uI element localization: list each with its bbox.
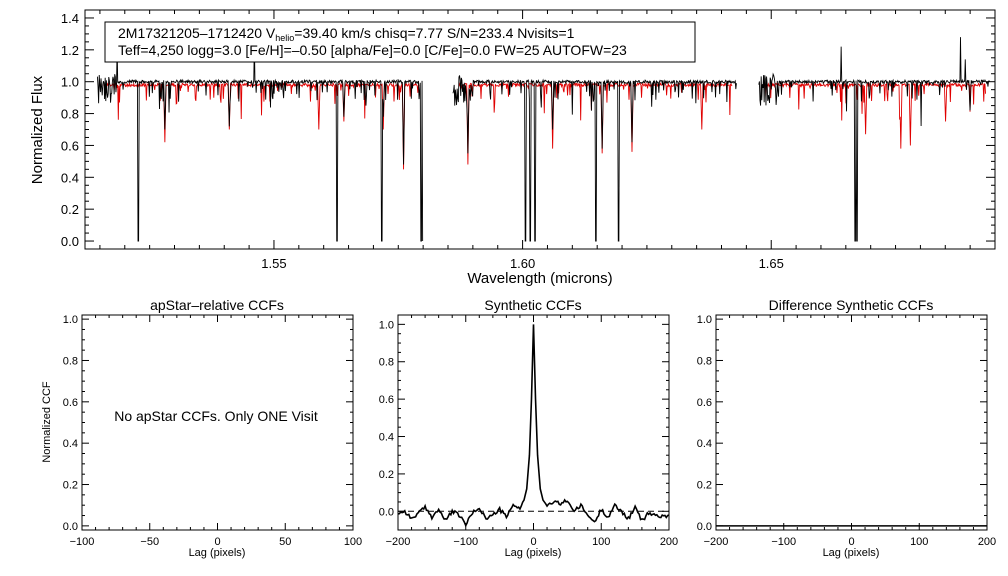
ccf-ytick-label: 0.4 bbox=[697, 438, 712, 450]
ccf-xtick-label: −50 bbox=[140, 536, 159, 548]
spectrum-ytick-label: 0.6 bbox=[61, 138, 79, 153]
ccf-ytick-label: 0.4 bbox=[379, 432, 394, 444]
spectrum-ytick-label: 0.8 bbox=[61, 107, 79, 122]
ccf-xtick-label: −200 bbox=[704, 536, 729, 548]
ccf-ytick-label: 0.6 bbox=[63, 397, 78, 409]
model-spectrum-segment bbox=[103, 81, 420, 170]
ccf-xtick-label: 0 bbox=[214, 536, 220, 548]
ccf-ytick-label: 1.0 bbox=[379, 319, 394, 331]
ccf-apstar-ticks: 0.0 0.2 0.4 0.6 0.8 1.0 −100 −50 0 50 100 bbox=[63, 314, 362, 548]
ccf-ytick-label: 0.4 bbox=[63, 438, 78, 450]
ccf-xtick-label: 200 bbox=[978, 536, 996, 548]
ccf-ytick-label: 0.8 bbox=[697, 355, 712, 367]
spectrum-xtick-label: 1.55 bbox=[261, 256, 286, 271]
ccf-synthetic-title: Synthetic CCFs bbox=[484, 297, 581, 313]
ccf-xtick-label: −100 bbox=[70, 536, 95, 548]
ccf-xtick-label: −100 bbox=[453, 536, 478, 548]
model-spectrum-segment bbox=[458, 81, 733, 165]
ccf-xtick-label: 200 bbox=[660, 536, 678, 548]
ccf-ytick-label: 0.0 bbox=[63, 521, 78, 533]
ccf-xtick-label: 50 bbox=[279, 536, 291, 548]
ccf-ytick-label: 0.0 bbox=[379, 506, 394, 518]
ccf-synthetic-xlabel: Lag (pixels) bbox=[505, 547, 562, 559]
ccf-xtick-label: 0 bbox=[530, 536, 536, 548]
model-spectrum-segment bbox=[764, 81, 986, 149]
spectrum-ytick-label: 1.0 bbox=[61, 75, 79, 90]
ccf-ytick-label: 0.8 bbox=[63, 355, 78, 367]
ccf-xtick-label: 100 bbox=[592, 536, 610, 548]
ccf-xtick-label: 100 bbox=[344, 536, 362, 548]
ccf-ytick-label: 0.6 bbox=[697, 397, 712, 409]
ccf-panel-difference: 0.0 0.2 0.4 0.6 0.8 1.0 −200 −100 0 100 200 Differ… bbox=[697, 297, 996, 559]
ccf-difference-xlabel: Lag (pixels) bbox=[823, 547, 880, 559]
spectrum-ytick-label: 0.4 bbox=[61, 170, 79, 185]
ccf-ytick-label: 0.8 bbox=[379, 357, 394, 369]
ccf-ytick-label: 0.2 bbox=[379, 469, 394, 481]
model-spectrum-line bbox=[103, 81, 986, 170]
observed-spectrum-line bbox=[96, 37, 990, 242]
spectrum-ytick-label: 1.2 bbox=[61, 43, 79, 58]
ccf-difference-title: Difference Synthetic CCFs bbox=[769, 297, 934, 313]
ccf-panel-apstar: 0.0 0.2 0.4 0.6 0.8 1.0 −100 −50 0 50 100 apStar–r… bbox=[41, 297, 362, 559]
spectrum-ticks: 0.0 0.2 0.4 0.6 0.8 1.0 1.2 1.4 1.55 1.60 1.65 bbox=[61, 10, 996, 271]
spectrum-info-box: 2M17321205–1712420 Vhelio=39.40 km/s chi… bbox=[104, 21, 696, 63]
spectrum-xlabel: Wavelength (microns) bbox=[467, 270, 612, 287]
ccf-apstar-xlabel: Lag (pixels) bbox=[189, 547, 246, 559]
spectrum-panel: 0.0 0.2 0.4 0.6 0.8 1.0 1.2 1.4 1.55 1.60 1.65 2M1… bbox=[29, 9, 996, 287]
info-line2: Teff=4,250 logg=3.0 [Fe/H]=–0.50 [alpha/… bbox=[118, 42, 627, 58]
ccf-synthetic-ticks: 0.0 0.2 0.4 0.6 0.8 1.0 −200 −100 0 100 200 bbox=[379, 315, 678, 548]
spectrum-ylabel: Normalized Flux bbox=[29, 75, 46, 184]
svg-text:2M17321205–1712420 Vhelio=39.: 2M17321205–1712420 Vhelio=39.40 km/s chi… bbox=[118, 25, 575, 43]
info-line1-post: =39.40 km/s chisq=7.77 S/N=233.4 Nvisits… bbox=[294, 25, 574, 41]
ccf-ylabel: Normalized CCF bbox=[41, 381, 53, 463]
ccf-ytick-label: 1.0 bbox=[697, 314, 712, 326]
ccf-difference-ticks: 0.0 0.2 0.4 0.6 0.8 1.0 −200 −100 0 100 200 bbox=[697, 314, 996, 548]
spectrum-ytick-label: 0.2 bbox=[61, 202, 79, 217]
ccf-ytick-label: 0.2 bbox=[697, 480, 712, 492]
synthetic-ccf-curve bbox=[397, 324, 670, 528]
info-line1-sub: helio bbox=[275, 33, 294, 43]
ccf-xtick-label: 100 bbox=[910, 536, 928, 548]
ccf-ytick-label: 0.6 bbox=[379, 394, 394, 406]
spectrum-xtick-label: 1.60 bbox=[510, 256, 535, 271]
info-line1-pre: 2M17321205–1712420 V bbox=[118, 25, 276, 41]
ccf-ytick-label: 0.0 bbox=[697, 521, 712, 533]
synthetic-ccf-data bbox=[397, 324, 670, 528]
ccf-panel-synthetic: 0.0 0.2 0.4 0.6 0.8 1.0 −200 −100 0 100 200 Synthe… bbox=[379, 297, 678, 559]
observed-spectrum-segment bbox=[452, 75, 737, 242]
ccf-xtick-label: −100 bbox=[771, 536, 796, 548]
ccf-apstar-message: No apStar CCFs. Only ONE Visit bbox=[114, 408, 318, 424]
spectrum-xtick-label: 1.65 bbox=[759, 256, 784, 271]
spectrum-ytick-label: 1.4 bbox=[61, 11, 79, 26]
observed-spectrum-segment bbox=[96, 41, 424, 242]
ccf-ytick-label: 1.0 bbox=[63, 314, 78, 326]
ccf-xtick-label: −200 bbox=[386, 536, 411, 548]
ccf-xtick-label: 0 bbox=[848, 536, 854, 548]
spectrum-ytick-label: 0.0 bbox=[61, 234, 79, 249]
observed-spectrum-segment bbox=[758, 37, 990, 242]
ccf-ytick-label: 0.2 bbox=[63, 480, 78, 492]
ccf-apstar-title: apStar–relative CCFs bbox=[150, 297, 284, 313]
